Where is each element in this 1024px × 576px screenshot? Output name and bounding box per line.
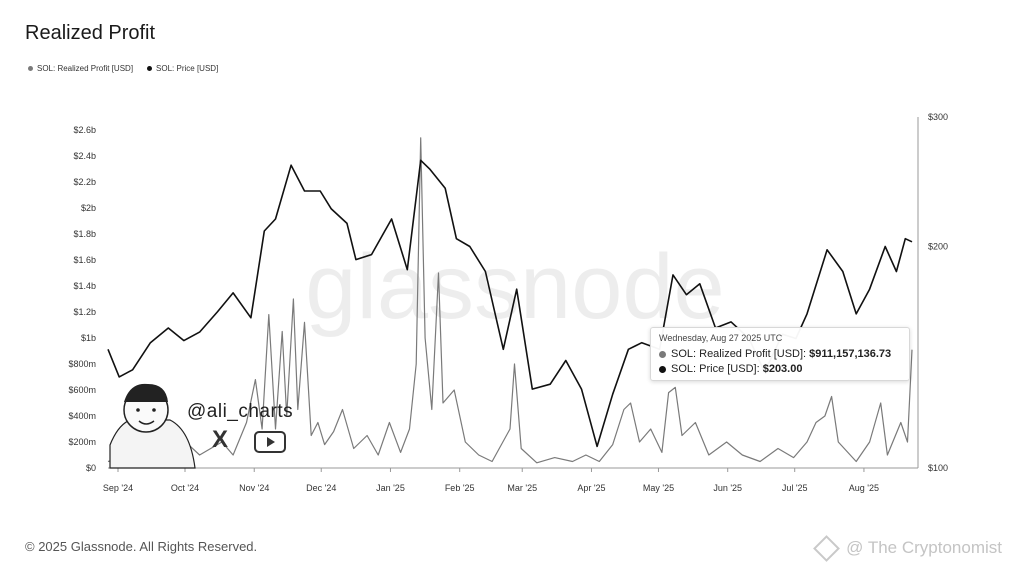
legend-item-price[interactable]: SOL: Price [USD]: [147, 64, 218, 73]
legend-label-realized-profit: SOL: Realized Profit [USD]: [37, 64, 134, 73]
y-left-tick-label: $2.6b: [73, 125, 96, 135]
x-tick-label: Mar '25: [507, 483, 537, 493]
x-tick-label: Jun '25: [713, 483, 742, 493]
y-left-tick-label: $1.4b: [73, 281, 96, 291]
y-left-tick-label: $400m: [68, 411, 96, 421]
legend: SOL: Realized Profit [USD] SOL: Price [U…: [28, 64, 218, 73]
y-left-tick-label: $2b: [81, 203, 96, 213]
tooltip-swatch-price: [659, 365, 666, 373]
chart-tooltip: Wednesday, Aug 27 2025 UTC SOL: Realized…: [650, 327, 910, 381]
y-right-tick-label: $200: [928, 242, 948, 252]
tooltip-row-price: SOL: Price [USD]: $203.00: [659, 363, 802, 375]
tooltip-value-price: $203.00: [762, 363, 803, 375]
series-realized-profit-line[interactable]: [107, 137, 913, 464]
legend-swatch-price: [147, 66, 153, 71]
y-right-tick-label: $100: [928, 463, 948, 473]
x-tick-label: Apr '25: [577, 483, 605, 493]
x-tick-label: Nov '24: [239, 483, 269, 493]
y-left-tick-label: $1.8b: [73, 229, 96, 239]
tooltip-date: Wednesday, Aug 27 2025 UTC: [659, 333, 783, 343]
cryptonomist-watermark: @ The Cryptonomist: [813, 534, 1002, 562]
x-tick-label: May '25: [643, 483, 674, 493]
x-tick-label: Aug '25: [849, 483, 879, 493]
x-tick-label: Jul '25: [782, 483, 808, 493]
ali-charts-avatar: [109, 383, 196, 469]
glassnode-watermark: glassnode: [305, 236, 724, 338]
legend-label-price: SOL: Price [USD]: [156, 64, 219, 73]
y-left-tick-label: $1.2b: [73, 307, 96, 317]
x-tick-label: Sep '24: [103, 483, 133, 493]
y-left-tick-label: $200m: [68, 437, 96, 447]
tooltip-row-realized-profit: SOL: Realized Profit [USD]: $911,157,136…: [659, 348, 891, 360]
cryptonomist-watermark-text: @ The Cryptonomist: [846, 538, 1002, 557]
x-tick-label: Feb '25: [445, 483, 475, 493]
y-left-tick-label: $1b: [81, 333, 96, 343]
chart-title: Realized Profit: [25, 22, 156, 44]
y-left-tick-label: $600m: [68, 385, 96, 395]
y-left-tick-label: $2.4b: [73, 151, 96, 161]
y-left-tick-label: $2.2b: [73, 177, 96, 187]
tooltip-label-price: SOL: Price [USD]:: [671, 363, 763, 375]
tooltip-label-realized-profit: SOL: Realized Profit [USD]:: [671, 348, 810, 360]
x-tick-label: Jan '25: [376, 483, 405, 493]
cryptonomist-logo-icon: [813, 534, 841, 562]
y-left-tick-label: $1.6b: [73, 255, 96, 265]
copyright-footer: © 2025 Glassnode. All Rights Reserved.: [25, 539, 258, 554]
y-left-tick-label: $0: [86, 463, 96, 473]
youtube-icon: [254, 431, 286, 453]
y-right-tick-label: $300: [928, 112, 948, 122]
legend-item-realized-profit[interactable]: SOL: Realized Profit [USD]: [28, 64, 133, 73]
x-tick-label: Dec '24: [306, 483, 336, 493]
ali-charts-handle: @ali_charts: [187, 401, 294, 422]
x-logo-icon: X: [212, 426, 229, 453]
y-left-tick-label: $800m: [68, 359, 96, 369]
tooltip-swatch-realized-profit: [659, 350, 666, 358]
legend-swatch-realized-profit: [28, 66, 33, 71]
tooltip-value-realized-profit: $911,157,136.73: [809, 348, 892, 360]
x-tick-label: Oct '24: [171, 483, 199, 493]
